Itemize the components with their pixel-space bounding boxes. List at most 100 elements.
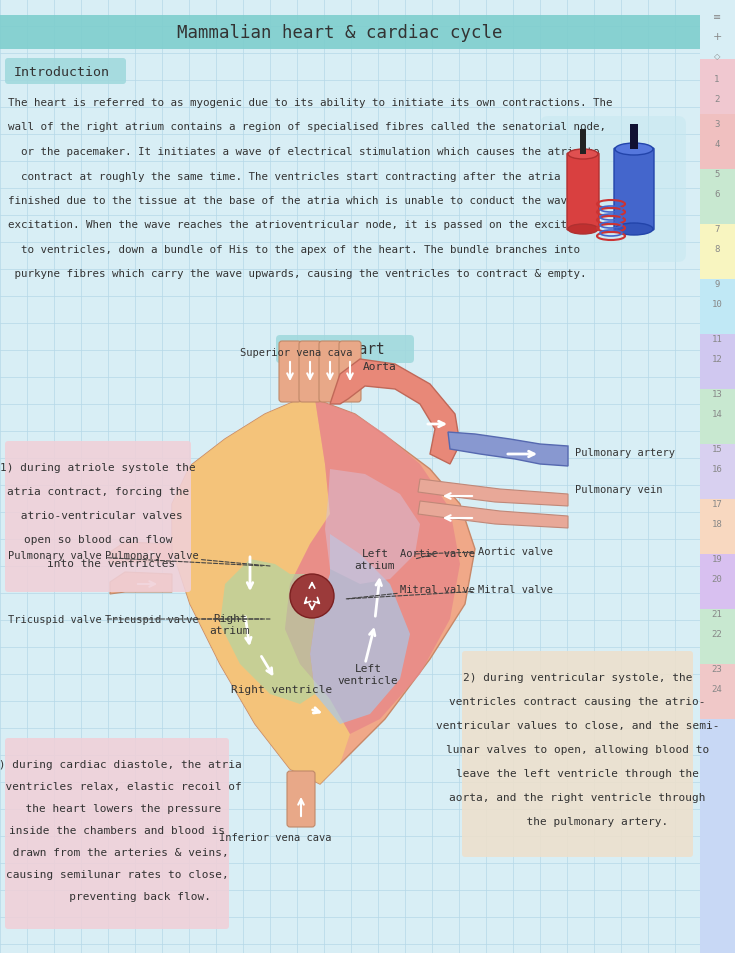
Text: The heart: The heart <box>306 342 384 357</box>
FancyBboxPatch shape <box>5 441 191 593</box>
Text: finished due to the tissue at the base of the atria which is unable to conduct t: finished due to the tissue at the base o… <box>8 195 593 206</box>
Text: excitation. When the wave reaches the atrioventricular node, it is passed on the: excitation. When the wave reaches the at… <box>8 220 600 231</box>
Bar <box>700 499 735 555</box>
Text: 4: 4 <box>714 140 720 149</box>
Bar <box>700 720 735 953</box>
Text: 7: 7 <box>714 225 720 233</box>
Text: aorta, and the right ventricle through: aorta, and the right ventricle through <box>449 792 706 802</box>
Text: Tricuspid valve: Tricuspid valve <box>8 615 262 624</box>
Text: 20: 20 <box>711 575 723 583</box>
Text: Superior vena cava: Superior vena cava <box>240 348 353 357</box>
Text: 12: 12 <box>711 355 723 364</box>
Ellipse shape <box>568 150 598 160</box>
Polygon shape <box>220 559 315 704</box>
Bar <box>580 130 586 154</box>
Text: 10: 10 <box>711 299 723 309</box>
Text: Right
atrium: Right atrium <box>209 614 250 635</box>
Text: Left
ventricle: Left ventricle <box>337 663 398 685</box>
FancyBboxPatch shape <box>299 341 321 402</box>
Text: ventricular values to close, and the semi-: ventricular values to close, and the sem… <box>436 720 720 730</box>
Text: Aorta: Aorta <box>363 361 397 372</box>
Bar <box>700 555 735 609</box>
Text: 5: 5 <box>714 170 720 179</box>
FancyBboxPatch shape <box>462 651 693 857</box>
Text: the pulmonary artery.: the pulmonary artery. <box>487 816 669 826</box>
FancyBboxPatch shape <box>5 59 126 85</box>
Text: Left
atrium: Left atrium <box>355 549 395 570</box>
Text: contract at roughly the same time. The ventricles start contracting after the at: contract at roughly the same time. The v… <box>8 172 593 181</box>
Text: leave the left ventricle through the: leave the left ventricle through the <box>456 768 699 779</box>
Bar <box>700 335 735 390</box>
Bar <box>0 16 700 50</box>
Bar <box>700 225 735 280</box>
Bar <box>630 125 638 150</box>
Text: lunar valves to open, allowing blood to: lunar valves to open, allowing blood to <box>446 744 709 754</box>
Text: preventing back flow.: preventing back flow. <box>23 891 212 901</box>
Text: Pulmonary valve: Pulmonary valve <box>105 551 270 566</box>
FancyBboxPatch shape <box>5 739 229 929</box>
Ellipse shape <box>615 144 653 156</box>
Text: 18: 18 <box>711 519 723 529</box>
Polygon shape <box>172 399 475 784</box>
Text: 9: 9 <box>714 280 720 289</box>
Polygon shape <box>285 399 460 734</box>
Text: Inferior vena cava: Inferior vena cava <box>219 832 331 842</box>
Polygon shape <box>418 479 568 506</box>
Text: into the ventricles: into the ventricles <box>21 558 176 568</box>
Text: 15: 15 <box>711 444 723 454</box>
Bar <box>700 390 735 444</box>
Text: Pulmonary artery: Pulmonary artery <box>575 448 675 457</box>
Text: 3: 3 <box>714 120 720 129</box>
Bar <box>700 280 735 335</box>
Polygon shape <box>310 535 410 724</box>
Text: or the pacemaker. It initiates a wave of electrical stimulation which causes the: or the pacemaker. It initiates a wave of… <box>8 147 600 157</box>
Bar <box>700 60 735 115</box>
Text: 21: 21 <box>711 609 723 618</box>
Polygon shape <box>172 399 350 784</box>
FancyBboxPatch shape <box>540 117 686 263</box>
Text: 1) during atriole systole the: 1) during atriole systole the <box>0 462 196 473</box>
Text: 6: 6 <box>714 190 720 199</box>
Text: 22: 22 <box>711 629 723 639</box>
Text: atrio-ventricular valves: atrio-ventricular valves <box>14 511 182 520</box>
Bar <box>700 115 735 170</box>
Text: atria contract, forcing the: atria contract, forcing the <box>7 486 189 497</box>
Text: purkyne fibres which carry the wave upwards, causing the ventricles to contract : purkyne fibres which carry the wave upwa… <box>8 269 587 279</box>
Text: 14: 14 <box>711 410 723 418</box>
Ellipse shape <box>568 225 598 234</box>
Polygon shape <box>330 359 460 464</box>
Text: Mitral valve: Mitral valve <box>345 584 475 599</box>
Text: +: + <box>712 32 722 42</box>
Polygon shape <box>110 573 172 595</box>
FancyBboxPatch shape <box>279 341 301 402</box>
Bar <box>700 170 735 225</box>
Bar <box>700 0 735 953</box>
FancyBboxPatch shape <box>567 153 599 231</box>
Text: 8: 8 <box>714 245 720 253</box>
Text: Pulmonary vein: Pulmonary vein <box>575 484 662 495</box>
Polygon shape <box>325 470 420 584</box>
Text: 1: 1 <box>714 75 720 84</box>
Text: & ventricles relax, elastic recoil of: & ventricles relax, elastic recoil of <box>0 781 242 791</box>
Bar <box>700 609 735 664</box>
Text: Right ventricle: Right ventricle <box>232 684 333 695</box>
Text: 24: 24 <box>711 684 723 693</box>
Text: Pulmonary valve: Pulmonary valve <box>8 551 262 566</box>
Text: wall of the right atrium contains a region of specialised fibres called the sena: wall of the right atrium contains a regi… <box>8 122 606 132</box>
Text: 23: 23 <box>711 664 723 673</box>
Bar <box>700 664 735 720</box>
FancyBboxPatch shape <box>319 341 341 402</box>
Text: 16: 16 <box>711 464 723 474</box>
Text: Mitral valve: Mitral valve <box>348 584 553 599</box>
FancyBboxPatch shape <box>287 771 315 827</box>
Polygon shape <box>110 542 172 564</box>
Ellipse shape <box>615 224 653 235</box>
Text: Introduction: Introduction <box>14 66 110 78</box>
Text: Aortic valve: Aortic valve <box>415 546 553 557</box>
Text: 2: 2 <box>714 95 720 104</box>
Text: 11: 11 <box>711 335 723 344</box>
Text: ventricles contract causing the atrio-: ventricles contract causing the atrio- <box>449 697 706 706</box>
Text: drawn from the arteries & veins,: drawn from the arteries & veins, <box>6 847 229 857</box>
Circle shape <box>290 575 334 618</box>
FancyBboxPatch shape <box>276 335 414 364</box>
